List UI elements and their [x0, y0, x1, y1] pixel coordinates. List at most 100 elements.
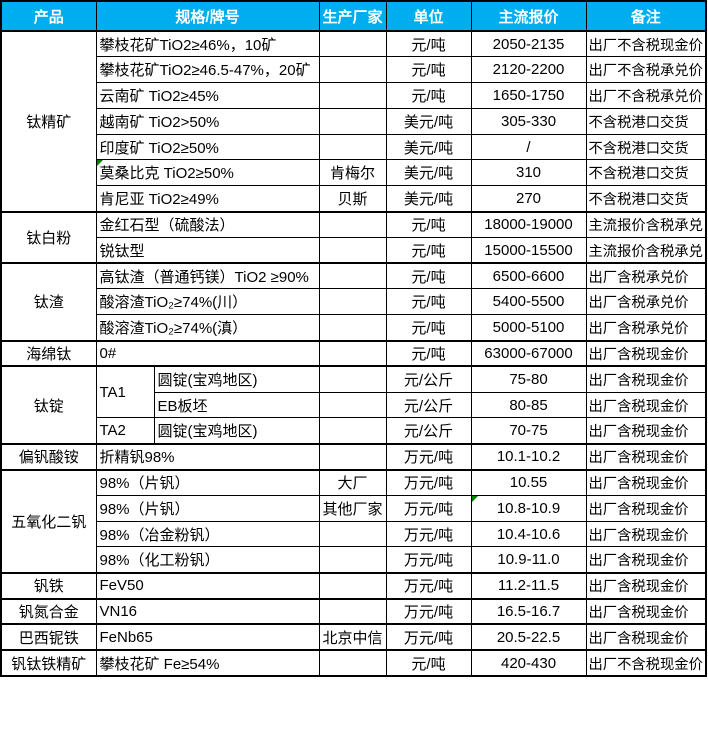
- maker-cell: [318, 417, 387, 445]
- table-row: 偏钒酸铵 折精钒98% 万元/吨 10.1-10.2 出厂含税现金价: [0, 442, 707, 471]
- note-cell: 出厂不含税现金价: [585, 30, 707, 58]
- product-cell: 钛精矿: [0, 30, 97, 213]
- table-row: TA2 圆锭(宝鸡地区) 元/公斤 70-75 出厂含税现金价: [1, 417, 707, 445]
- spec-cell: 印度矿 TiO2≥50%: [95, 133, 320, 161]
- spec-cell: EB板坯: [153, 391, 320, 419]
- note-cell: 出厂含税现金价: [585, 339, 707, 367]
- product-cell: 巴西铌铁: [0, 623, 97, 651]
- table-row: 肯尼亚 TiO2≥49% 贝斯 美元/吨 270 不含税港口交货: [1, 185, 707, 213]
- price-cell: 10.9-11.0: [470, 546, 587, 574]
- unit-cell: 元/吨: [385, 30, 472, 58]
- unit-cell: 美元/吨: [385, 133, 472, 161]
- spec-cell: 折精钒98%: [95, 442, 320, 471]
- table-row: 巴西铌铁 FeNb65 北京中信 万元/吨 20.5-22.5 出厂含税现金价: [0, 623, 707, 651]
- price-cell: 75-80: [470, 365, 587, 393]
- maker-cell: [318, 649, 387, 677]
- note-cell: 出厂含税现金价: [585, 623, 707, 651]
- note-cell: 出厂含税现金价: [585, 468, 707, 496]
- table-row: 钛渣 高钛渣（普通钙镁）TiO2 ≥90% 元/吨 6500-6600 出厂含税…: [0, 262, 707, 342]
- price-cell: 305-330: [470, 107, 587, 135]
- header-note: 备注: [585, 0, 707, 32]
- product-cell: 钛白粉: [0, 210, 97, 264]
- comment-indicator-icon: [97, 160, 103, 167]
- spec-cell: 攀枝花矿 Fe≥54%: [95, 649, 320, 677]
- table-row: 云南矿 TiO2≥45% 元/吨 1650-1750 出厂不含税承兑价: [1, 82, 707, 109]
- maker-cell: [318, 520, 387, 548]
- spec-cell: 酸溶渣TiO₂≥74%(川）: [95, 288, 320, 316]
- price-cell: 5400-5500: [470, 288, 587, 316]
- header-row: 产品 规格/牌号 生产厂家 单位 主流报价 备注: [0, 0, 707, 32]
- product-cell: 海绵钛: [0, 339, 97, 367]
- price-cell: /: [470, 133, 587, 161]
- unit-cell: 元/公斤: [385, 391, 472, 419]
- table-row: 酸溶渣TiO₂≥74%(滇） 元/吨 5000-5100 出厂含税承兑价: [1, 314, 707, 342]
- maker-cell: [318, 314, 387, 342]
- price-text: 10.8-10.9: [496, 499, 561, 517]
- unit-cell: 万元/吨: [385, 468, 472, 496]
- note-cell: 出厂含税承兑价: [585, 288, 707, 316]
- unit-cell: 元/吨: [385, 210, 472, 238]
- comment-indicator-icon: [472, 496, 478, 502]
- spec-cell: 攀枝花矿TiO2≥46%，10矿: [95, 30, 320, 58]
- note-cell: 出厂不含税承兑价: [585, 56, 707, 84]
- maker-cell: [318, 236, 387, 264]
- spec-cell: 圆锭(宝鸡地区): [153, 365, 320, 393]
- maker-cell: [318, 107, 387, 135]
- table-row: 钛锭 TA1 圆锭(宝鸡地区) 元/公斤 75-80 出厂含税现金价: [0, 365, 707, 445]
- note-cell: 出厂含税现金价: [585, 442, 707, 471]
- table-row: 海绵钛 0# 元/吨 63000-67000 出厂含税现金价: [0, 339, 707, 367]
- price-cell: 420-430: [470, 649, 587, 677]
- unit-cell: 元/吨: [385, 339, 472, 367]
- note-cell: 出厂含税现金价: [585, 391, 707, 419]
- price-cell: 2120-2200: [470, 56, 587, 84]
- note-cell: 出厂含税现金价: [585, 494, 707, 522]
- unit-cell: 元/公斤: [385, 417, 472, 445]
- product-cell: 钛渣: [0, 262, 97, 342]
- price-cell: 2050-2135: [470, 30, 587, 58]
- note-cell: 不含税港口交货: [585, 185, 707, 213]
- note-cell: 不含税港口交货: [585, 159, 707, 187]
- unit-cell: 美元/吨: [385, 185, 472, 213]
- spec-cell: VN16: [95, 597, 320, 625]
- grade-cell: TA2: [95, 417, 155, 445]
- spec-cell: 98%（冶金粉钒）: [95, 520, 320, 548]
- maker-cell: [318, 339, 387, 367]
- table-row: 锐钛型 元/吨 15000-15500 主流报价含税承兑: [1, 236, 707, 264]
- grade-cell: TA1: [95, 365, 155, 419]
- maker-cell: 肯梅尔: [318, 159, 387, 187]
- maker-cell: [318, 30, 387, 58]
- price-cell: 18000-19000: [470, 210, 587, 238]
- table-row: 攀枝花矿TiO2≥46.5-47%，20矿 元/吨 2120-2200 出厂不含…: [1, 56, 707, 84]
- table-row: 钒铁 FeV50 万元/吨 11.2-11.5 出厂含税现金价: [0, 571, 707, 600]
- maker-cell: [318, 391, 387, 419]
- spec-cell: FeV50: [95, 571, 320, 600]
- header-spec: 规格/牌号: [95, 0, 320, 32]
- product-cell: 五氧化二钒: [0, 468, 97, 574]
- note-cell: 出厂含税现金价: [585, 417, 707, 445]
- price-cell: 20.5-22.5: [470, 623, 587, 651]
- table-row: 钛精矿 攀枝花矿TiO2≥46%，10矿 元/吨 2050-2135 出厂不含税…: [0, 30, 707, 213]
- spec-cell: 98%（片钒）: [95, 494, 320, 522]
- price-cell: 1650-1750: [470, 82, 587, 109]
- note-cell: 出厂不含税现金价: [585, 649, 707, 677]
- unit-cell: 万元/吨: [385, 546, 472, 574]
- maker-cell: [318, 133, 387, 161]
- unit-cell: 万元/吨: [385, 494, 472, 522]
- price-cell: 270: [470, 185, 587, 213]
- header-product: 产品: [0, 0, 97, 32]
- spec-cell: 98%（片钒）: [95, 468, 320, 496]
- spec-cell: 0#: [95, 339, 320, 367]
- note-cell: 不含税港口交货: [585, 133, 707, 161]
- note-cell: 出厂含税承兑价: [585, 262, 707, 290]
- maker-cell: 北京中信: [318, 623, 387, 651]
- unit-cell: 美元/吨: [385, 107, 472, 135]
- unit-cell: 元/吨: [385, 262, 472, 290]
- unit-cell: 万元/吨: [385, 571, 472, 600]
- spec-cell: 莫桑比克 TiO2≥50%: [95, 159, 320, 187]
- product-cell: 钒铁: [0, 571, 97, 600]
- note-cell: 主流报价含税承兑: [585, 210, 707, 238]
- price-cell: 15000-15500: [470, 236, 587, 264]
- price-cell: 10.8-10.9: [470, 494, 587, 522]
- spec-cell: 肯尼亚 TiO2≥49%: [95, 185, 320, 213]
